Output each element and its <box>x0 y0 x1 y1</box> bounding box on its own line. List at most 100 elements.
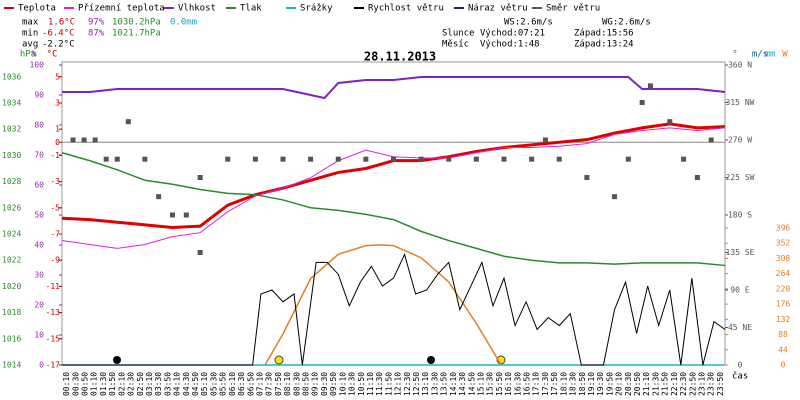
y-tick-label: 50 <box>34 211 44 220</box>
point <box>170 212 175 218</box>
stat: Slunce <box>442 29 475 39</box>
stat: Měsíc <box>442 40 469 50</box>
point <box>335 156 341 162</box>
x-tick-label: 11:50 <box>384 372 393 396</box>
moonrise-icon <box>113 356 121 364</box>
y-tick-label: 132 <box>776 315 791 324</box>
x-tick-label: 14:30 <box>458 372 467 396</box>
y-tick-label: 3 <box>55 98 60 107</box>
legend-label: Tlak <box>240 4 262 14</box>
y-tick-label: 225 SW <box>726 173 755 182</box>
x-tick-label: 05:50 <box>219 372 228 396</box>
x-tick-label: 18:10 <box>559 372 568 396</box>
y-tick-label: 80 <box>34 121 44 130</box>
x-tick-label: 19:50 <box>605 372 614 396</box>
stat: avg <box>22 40 38 50</box>
x-tick-label: 15:30 <box>486 372 495 396</box>
y-tick-label: 0 <box>781 361 786 370</box>
stat: 1.6°C <box>48 18 75 28</box>
point <box>639 100 645 105</box>
point <box>197 175 203 180</box>
x-tick-label: 16:10 <box>504 372 513 396</box>
x-tick-label: 07:10 <box>255 372 264 396</box>
point <box>708 137 714 143</box>
point <box>612 194 617 200</box>
x-tick-label: 23:30 <box>707 372 716 396</box>
y-tick-label: 10 <box>34 331 44 340</box>
stat: min <box>22 29 38 39</box>
x-tick-label: 13:30 <box>430 372 439 396</box>
point <box>542 137 548 143</box>
x-tick-label: 17:50 <box>550 372 559 396</box>
y-tick-label: 0 <box>55 138 60 147</box>
point <box>584 175 590 180</box>
x-tick-label: 17:30 <box>541 372 550 396</box>
legend-label: Rychlost větru <box>368 4 444 14</box>
point <box>308 156 314 162</box>
point <box>183 212 189 218</box>
y-tick-label: 1030 <box>2 151 21 160</box>
y-tick-label: 1034 <box>2 98 21 107</box>
x-tick-label: 04:10 <box>173 372 182 396</box>
stat: 97% <box>88 18 105 28</box>
x-tick-label: 12:10 <box>394 372 403 396</box>
stat: WG:2.6m/s <box>602 18 651 28</box>
x-tick-label: 14:10 <box>449 372 458 396</box>
y-tick-label: 30 <box>34 271 44 280</box>
y-tick-label: 176 <box>776 300 791 309</box>
stat: Západ:13:24 <box>574 40 634 50</box>
stat: max <box>22 18 39 28</box>
point <box>473 156 479 162</box>
point <box>92 137 98 143</box>
series-line <box>62 253 726 366</box>
point <box>391 156 396 162</box>
x-tick-label: 11:30 <box>375 372 384 396</box>
point <box>197 250 203 255</box>
x-tick-label: 10:10 <box>338 372 347 396</box>
y-tick-label: -5 <box>50 203 60 212</box>
y-tick-label: 1 <box>55 125 60 134</box>
y-tick-label: -9 <box>50 256 60 265</box>
legend-label: Směr větru <box>546 4 600 14</box>
legend-label: Přízemní teplota <box>78 4 165 14</box>
y-tick-label: 1036 <box>2 72 21 81</box>
axis-label: °C <box>47 50 58 60</box>
x-tick-label: 19:10 <box>587 372 596 396</box>
x-tick-label: 05:30 <box>209 372 218 396</box>
y-tick-label: -13 <box>46 308 61 317</box>
moonset-icon <box>427 356 435 364</box>
x-tick-label: 01:30 <box>99 372 108 396</box>
x-tick-label: 10:30 <box>348 372 357 396</box>
x-tick-label: 22:30 <box>679 372 688 396</box>
y-tick-label: 1018 <box>2 308 21 317</box>
point <box>647 83 653 89</box>
y-tick-label: 45 NE <box>728 323 752 332</box>
stat: -6.4°C <box>42 29 75 39</box>
x-tick-label: 17:10 <box>532 372 541 396</box>
x-tick-label: 03:30 <box>154 372 163 396</box>
x-tick-label: 01:50 <box>108 372 117 396</box>
y-tick-label: -3 <box>50 177 60 186</box>
stat: -2.2°C <box>42 40 75 50</box>
stat: 1021.7hPa <box>112 29 161 39</box>
x-tick-label: 16:50 <box>523 372 532 396</box>
point <box>446 156 452 162</box>
axis-label: % <box>31 50 37 60</box>
y-tick-label: 1028 <box>2 177 21 186</box>
x-tick-label: 21:10 <box>642 372 651 396</box>
point <box>156 194 162 200</box>
legend-label: Teplota <box>18 4 56 14</box>
point <box>681 156 687 162</box>
x-tick-label: 19:30 <box>596 372 605 396</box>
x-tick-label: 00:10 <box>62 372 71 396</box>
y-tick-label: 352 <box>776 239 791 248</box>
y-tick-label: 88 <box>778 330 788 339</box>
stat: Východ:1:48 <box>480 40 540 50</box>
point <box>501 156 507 162</box>
axis-label: ° <box>732 50 737 60</box>
x-tick-label: 23:50 <box>716 372 725 396</box>
y-tick-label: 270 W <box>728 136 752 145</box>
y-tick-label: 40 <box>34 241 44 250</box>
y-tick-label: 90 <box>34 91 44 100</box>
y-tick-label: 396 <box>776 223 791 232</box>
